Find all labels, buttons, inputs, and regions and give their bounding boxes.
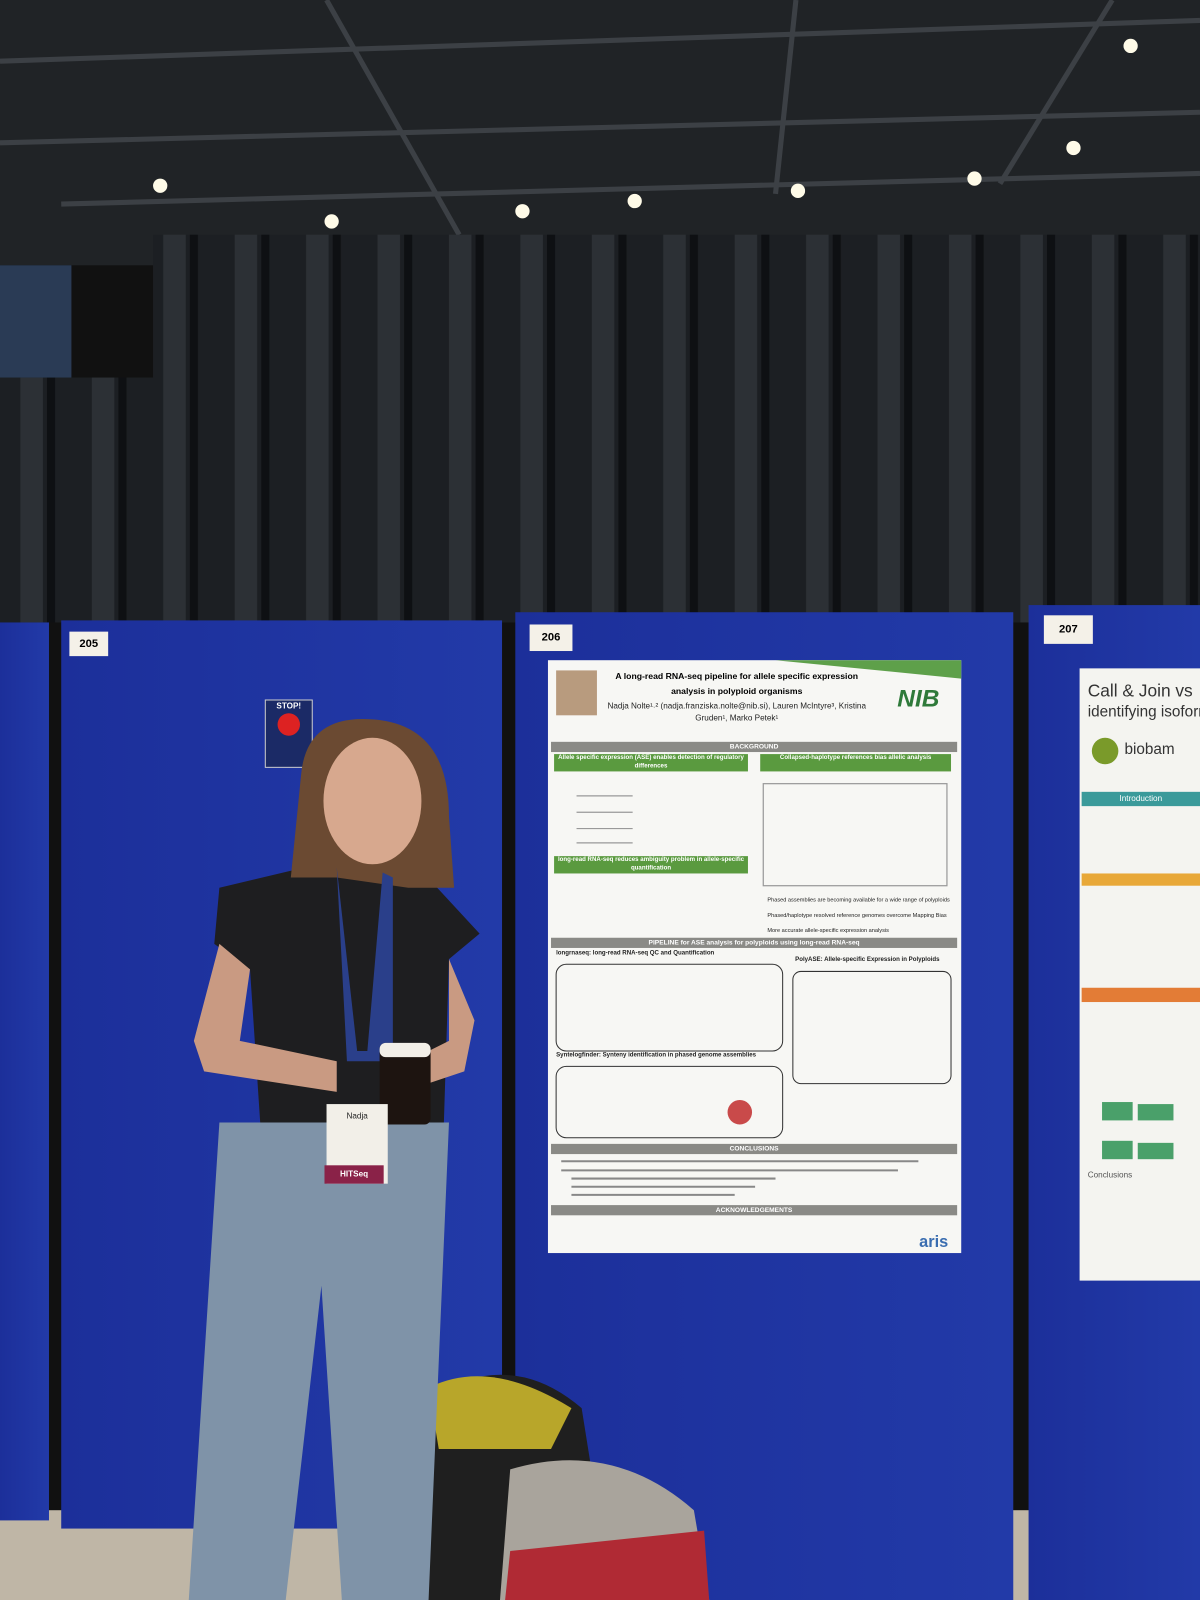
board-number: 205: [79, 638, 98, 650]
trusses: [0, 0, 1200, 236]
section-bar: CONCLUSIONS: [730, 1146, 780, 1153]
board-number: 207: [1059, 624, 1078, 636]
bullet: More accurate allele-specific expression…: [767, 928, 889, 934]
section-header: Collapsed-haplotype references bias alle…: [779, 755, 932, 762]
side-title: identifying isoform: [1088, 703, 1200, 720]
spotlights: [153, 38, 1138, 229]
text-lines: [561, 1160, 919, 1196]
bullet: Phased/haplotype resolved reference geno…: [767, 913, 946, 919]
side-section: Conclusions: [1088, 1171, 1132, 1180]
side-section: Introduction: [1120, 794, 1163, 803]
side-logo: biobam: [1124, 741, 1174, 758]
section-bar: BACKGROUND: [730, 744, 779, 751]
panel: [0, 622, 49, 1521]
person: Nadja HITSeq: [188, 718, 480, 1600]
poster-authors: Nadja Nolte¹˒² (nadja.franziska.nolte@ni…: [607, 701, 866, 710]
section-bar: PIPELINE for ASE analysis for polyploids…: [649, 940, 860, 947]
window: [0, 265, 72, 378]
ceiling: [0, 0, 1200, 266]
diagram: [576, 783, 948, 887]
subheader: longrnaseq: long-read RNA-seq QC and Qua…: [556, 950, 714, 957]
section-header: Allele specific expression (ASE) enables…: [558, 755, 744, 770]
poster-title: analysis in polyploid organisms: [671, 686, 803, 696]
poster-logo: NIB: [897, 685, 939, 712]
poster-authors: Gruden¹, Marko Petek¹: [695, 714, 778, 723]
badge-event: HITSeq: [340, 1170, 368, 1179]
section-bar: ACKNOWLEDGEMENTS: [716, 1207, 793, 1214]
curtain: [153, 234, 1200, 623]
side-bars: [1102, 1102, 1174, 1160]
side-poster: Call & Join vs identifying isoform bioba…: [1079, 668, 1200, 1281]
bullet: Phased assemblies are becoming available…: [767, 897, 950, 903]
stop-icon: [277, 713, 300, 736]
subheader: Syntelogfinder: Synteny identification i…: [556, 1052, 757, 1059]
board-labels: 205 206 207: [69, 615, 1093, 657]
board-number: 206: [542, 632, 561, 644]
side-title: Call & Join vs: [1088, 680, 1193, 700]
poster-title: A long-read RNA-seq pipeline for allele …: [615, 671, 858, 681]
subheader: PolyASE: Allele-specific Expression in P…: [795, 956, 940, 963]
poster: A long-read RNA-seq pipeline for allele …: [547, 660, 962, 1254]
backpack: [408, 1374, 710, 1600]
funder-logo: aris: [919, 1233, 948, 1251]
curtain: [0, 377, 205, 623]
stop-text: STOP!: [276, 701, 301, 710]
section-header: long-read RNA-seq reduces ambiguity prob…: [557, 857, 745, 872]
badge-name: Nadja: [346, 1111, 368, 1120]
